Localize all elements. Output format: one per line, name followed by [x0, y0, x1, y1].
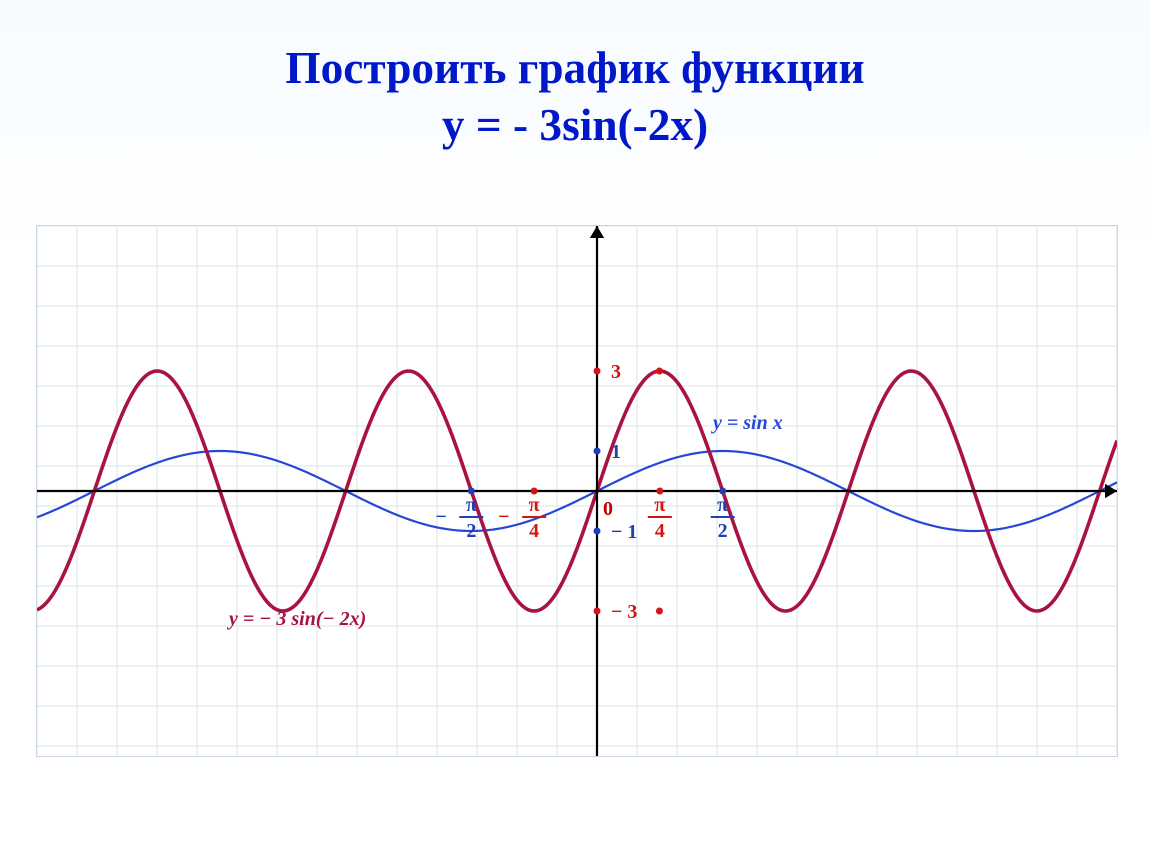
svg-text:2: 2	[466, 520, 476, 542]
svg-text:0: 0	[603, 498, 613, 520]
series-label-neg3sin_neg2x: y = − 3 sin(− 2x)	[227, 608, 366, 630]
y-tick-label: − 1	[611, 521, 637, 543]
svg-text:4: 4	[655, 520, 665, 542]
y-tick-dot	[594, 608, 601, 615]
y-tick-dot	[594, 448, 601, 455]
y-tick-label: 1	[611, 441, 621, 463]
page-root: Построить график функции y = - 3sin(-2x)…	[0, 0, 1150, 864]
svg-text:−: −	[498, 506, 509, 528]
title-block: Построить график функции y = - 3sin(-2x)	[0, 40, 1150, 153]
chart-container: 31− 1− 3−π2−π40π4π2y = sin xy = − 3 sin(…	[36, 225, 1118, 757]
svg-text:π: π	[466, 494, 477, 516]
y-tick-dot	[594, 368, 601, 375]
svg-text:4: 4	[529, 520, 539, 542]
svg-text:−: −	[435, 506, 446, 528]
series-label-sinx: y = sin x	[711, 412, 783, 434]
svg-text:π: π	[654, 494, 665, 516]
marker-dot	[656, 368, 663, 375]
x-tick-label: 0	[603, 498, 613, 520]
svg-text:π: π	[529, 494, 540, 516]
marker-dot	[656, 608, 663, 615]
chart-svg: 31− 1− 3−π2−π40π4π2y = sin xy = − 3 sin(…	[37, 226, 1117, 756]
title-line-2: y = - 3sin(-2x)	[0, 97, 1150, 154]
y-tick-dot	[594, 528, 601, 535]
title-line-1: Построить график функции	[0, 40, 1150, 97]
y-tick-label: − 3	[611, 601, 637, 623]
y-tick-label: 3	[611, 361, 621, 383]
svg-text:2: 2	[718, 520, 728, 542]
svg-text:π: π	[717, 494, 728, 516]
